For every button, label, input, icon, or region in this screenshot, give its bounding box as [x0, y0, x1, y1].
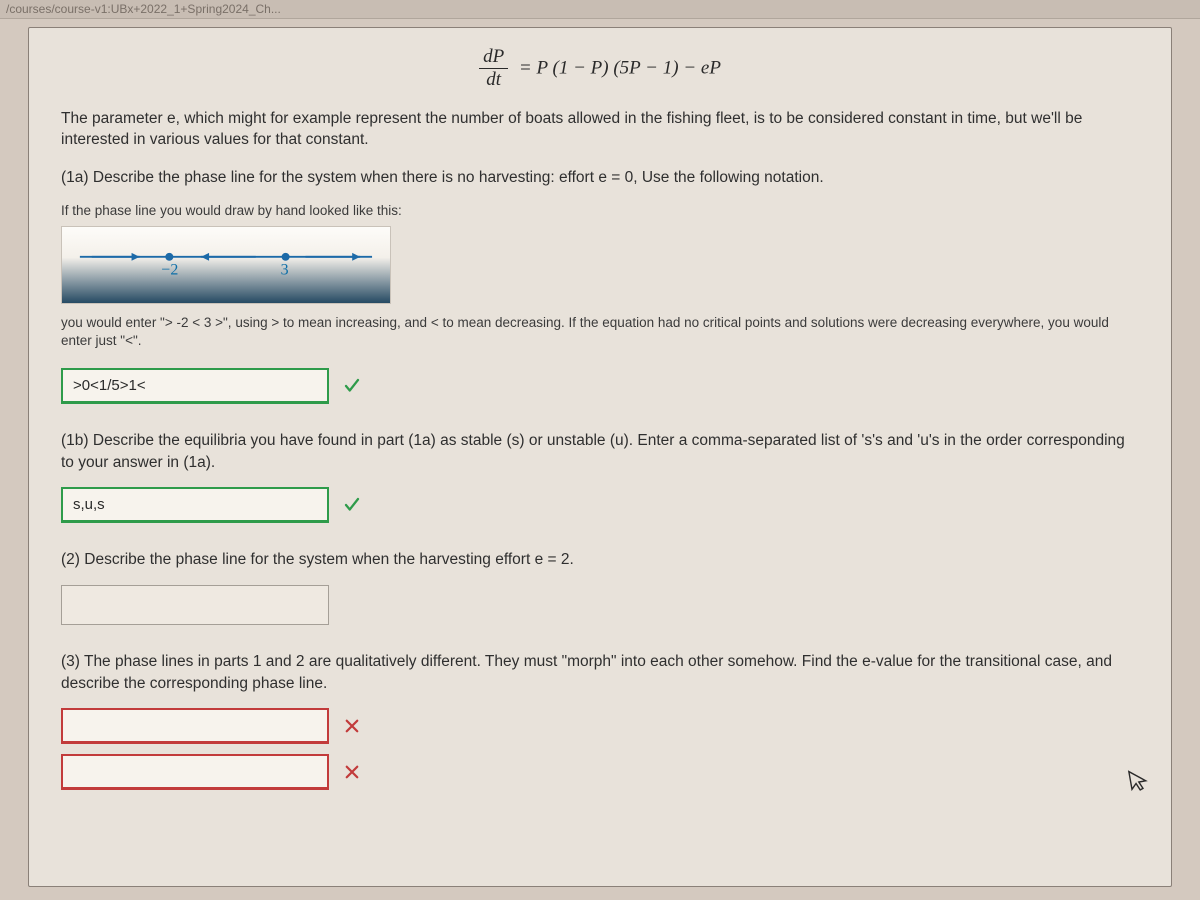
cursor-icon [1127, 766, 1152, 799]
eq-numerator: dP [479, 46, 508, 69]
diagram-label-left: −2 [161, 261, 178, 278]
answer-row-3a [61, 708, 1139, 744]
diagram-label-right: 3 [281, 261, 289, 278]
question-3-text: (3) The phase lines in parts 1 and 2 are… [61, 651, 1139, 694]
eq-rhs: = P (1 − P) (5P − 1) − eP [519, 58, 721, 79]
question-1a-text: (1a) Describe the phase line for the sys… [61, 167, 1139, 189]
question-2-text: (2) Describe the phase line for the syst… [61, 549, 1139, 571]
check-icon [343, 377, 361, 395]
url-bar: /courses/course-v1:UBx+2022_1+Spring2024… [0, 0, 1200, 19]
check-icon [343, 496, 361, 514]
answer-row-1a [61, 368, 1139, 404]
answer-row-3b [61, 754, 1139, 790]
answer-input-1a[interactable] [61, 368, 329, 404]
equation-display: dP dt = P (1 − P) (5P − 1) − eP [61, 46, 1139, 91]
phase-line-diagram: −2 3 [61, 226, 391, 304]
x-icon [343, 717, 361, 735]
notation-note: If the phase line you would draw by hand… [61, 203, 1139, 218]
answer-row-1b [61, 487, 1139, 523]
answer-row-2 [61, 585, 1139, 625]
hint-paragraph: you would enter "> -2 < 3 >", using > to… [61, 314, 1139, 350]
eq-denominator: dt [479, 69, 508, 91]
answer-input-3a[interactable] [61, 708, 329, 744]
intro-paragraph: The parameter e, which might for example… [61, 109, 1139, 151]
question-1b-text: (1b) Describe the equilibria you have fo… [61, 430, 1139, 473]
answer-input-1b[interactable] [61, 487, 329, 523]
answer-input-3b[interactable] [61, 754, 329, 790]
page-frame: dP dt = P (1 − P) (5P − 1) − eP The para… [28, 27, 1172, 887]
x-icon [343, 763, 361, 781]
answer-input-2[interactable] [61, 585, 329, 625]
